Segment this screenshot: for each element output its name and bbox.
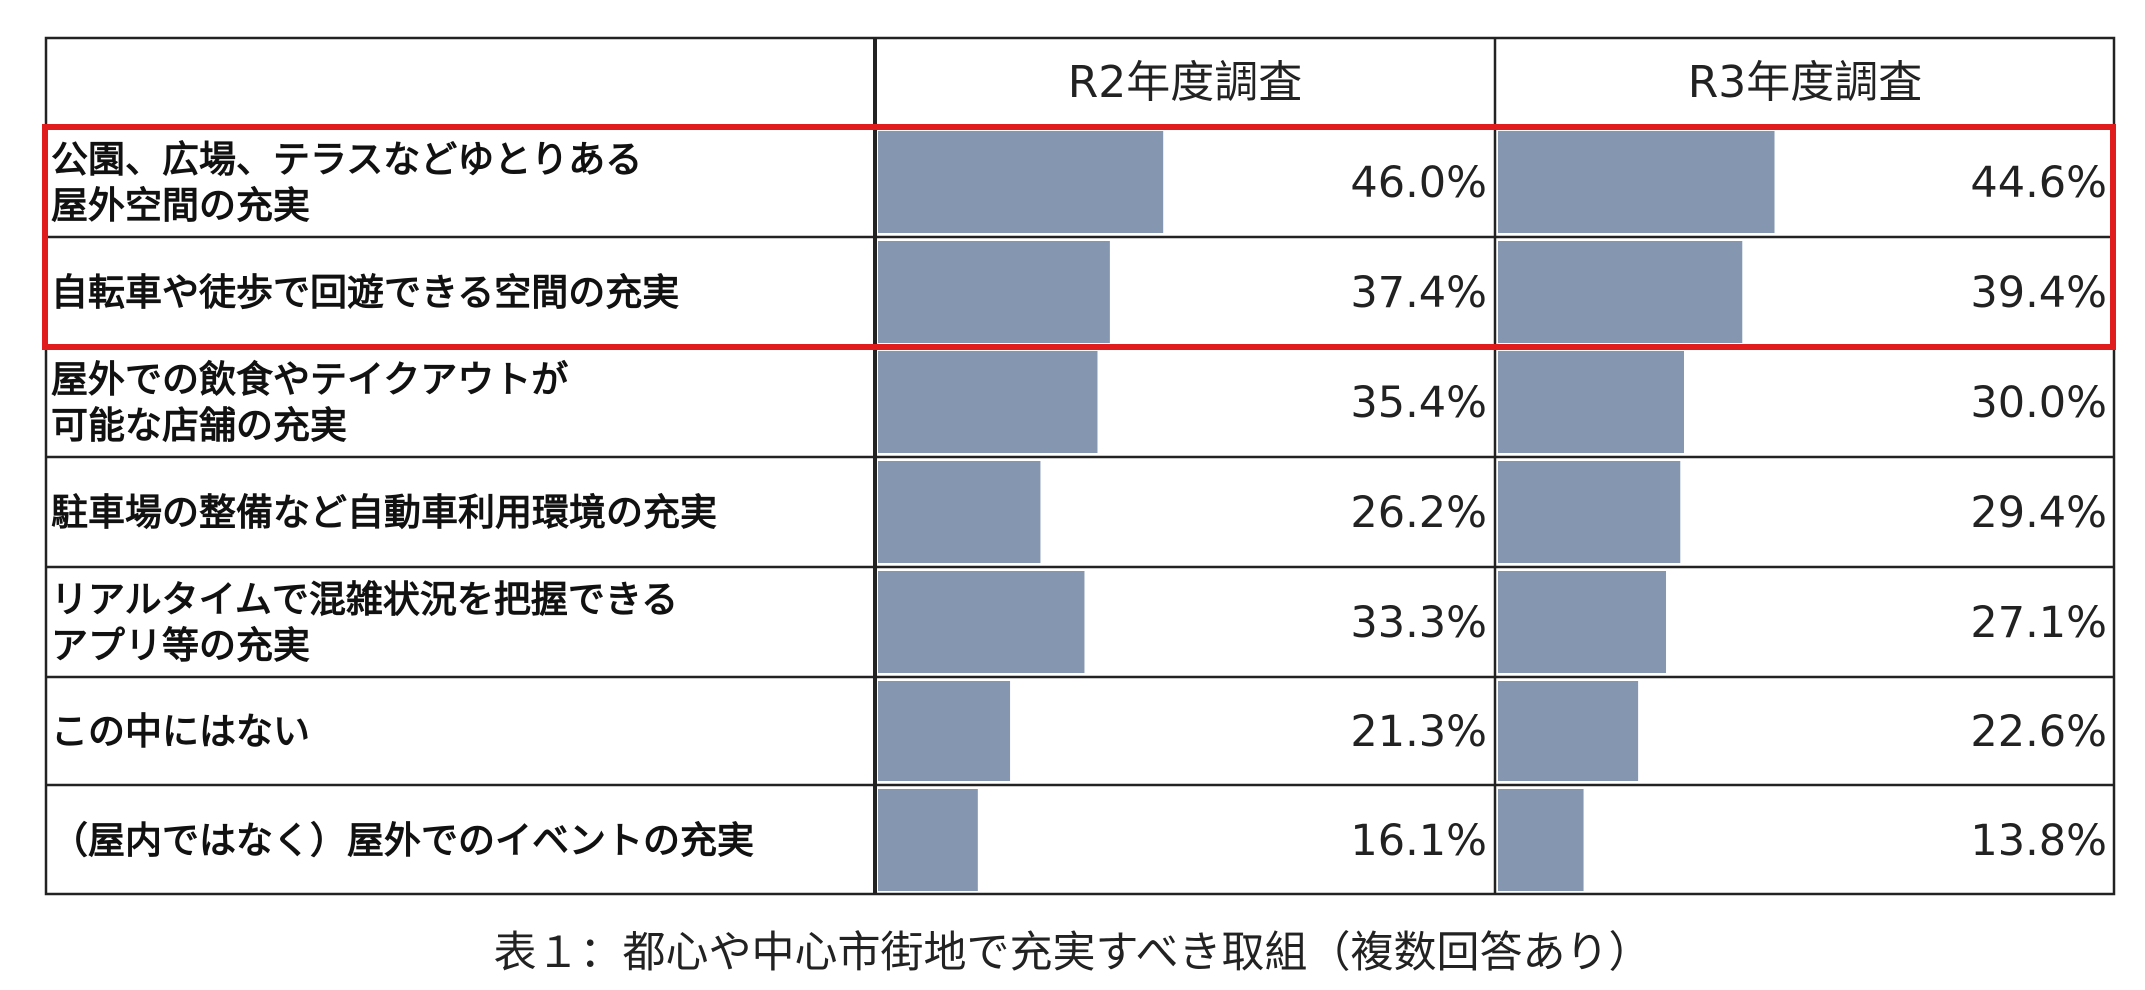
value-label-r3-row-6: 22.6%	[1970, 707, 2107, 757]
row-label-1-line-2: 屋外空間の充実	[51, 184, 310, 227]
bar-r3-row-7	[1498, 789, 1584, 891]
bar-r3-row-4	[1498, 461, 1681, 563]
row-label-5-line-1: リアルタイムで混雑状況を把握できる	[51, 578, 678, 621]
column-header-2: R3年度調査	[1688, 57, 1923, 108]
bar-r3-row-6	[1498, 681, 1639, 781]
row-label-5-line-2: アプリ等の充実	[51, 624, 310, 667]
value-label-r3-row-4: 29.4%	[1970, 488, 2107, 538]
value-label-r2-row-3: 35.4%	[1350, 378, 1487, 428]
bar-r3-row-1	[1498, 131, 1775, 233]
row-label-4: 駐車場の整備など自動車利用環境の充実	[51, 491, 717, 534]
bar-r2-row-1	[878, 131, 1164, 233]
value-label-r3-row-5: 27.1%	[1970, 598, 2107, 648]
table-caption: 表１：都心や中心市街地で充実すべき取組（複数回答あり）	[493, 928, 1652, 978]
bar-r3-row-3	[1498, 351, 1684, 453]
survey-table: R2年度調査 R3年度調査公園、広場、テラスなどゆとりある 屋外空間の充実 46.0%…	[42, 36, 2116, 896]
bar-r2-row-3	[878, 351, 1098, 453]
highlight-box	[42, 124, 2116, 350]
column-header-1: R2年度調査	[1068, 57, 1303, 108]
bar-r2-row-2	[878, 241, 1110, 343]
bar-r2-row-5	[878, 571, 1085, 673]
table-border	[44, 36, 2116, 896]
row-label-7: （屋内ではなく）屋外でのイベントの充実	[51, 819, 754, 862]
value-label-r3-row-7: 13.8%	[1970, 816, 2107, 866]
row-label-3-line-1: 屋外での飲食やテイクアウトが	[51, 358, 568, 401]
value-label-r2-row-6: 21.3%	[1350, 707, 1487, 757]
row-label-6: この中にはない	[51, 710, 310, 753]
row-label-3-line-2: 可能な店舗の充実	[51, 404, 347, 447]
value-label-r2-row-7: 16.1%	[1350, 816, 1487, 866]
value-label-r2-row-2: 37.4%	[1350, 268, 1487, 318]
value-label-r2-row-1: 46.0%	[1350, 158, 1487, 208]
row-label-1-line-1: 公園、広場、テラスなどゆとりある	[51, 138, 642, 181]
row-label-2: 自転車や徒歩で回遊できる空間の充実	[51, 271, 679, 314]
bar-r2-row-6	[878, 681, 1011, 781]
bar-r2-row-4	[878, 461, 1041, 563]
bar-r2-row-7	[878, 789, 978, 891]
value-label-r2-row-4: 26.2%	[1350, 488, 1487, 538]
bar-r3-row-5	[1498, 571, 1667, 673]
value-label-r3-row-3: 30.0%	[1970, 378, 2107, 428]
value-label-r2-row-5: 33.3%	[1350, 598, 1487, 648]
value-label-r3-row-1: 44.6%	[1970, 158, 2107, 208]
value-label-r3-row-2: 39.4%	[1970, 268, 2107, 318]
bar-r3-row-2	[1498, 241, 1743, 343]
